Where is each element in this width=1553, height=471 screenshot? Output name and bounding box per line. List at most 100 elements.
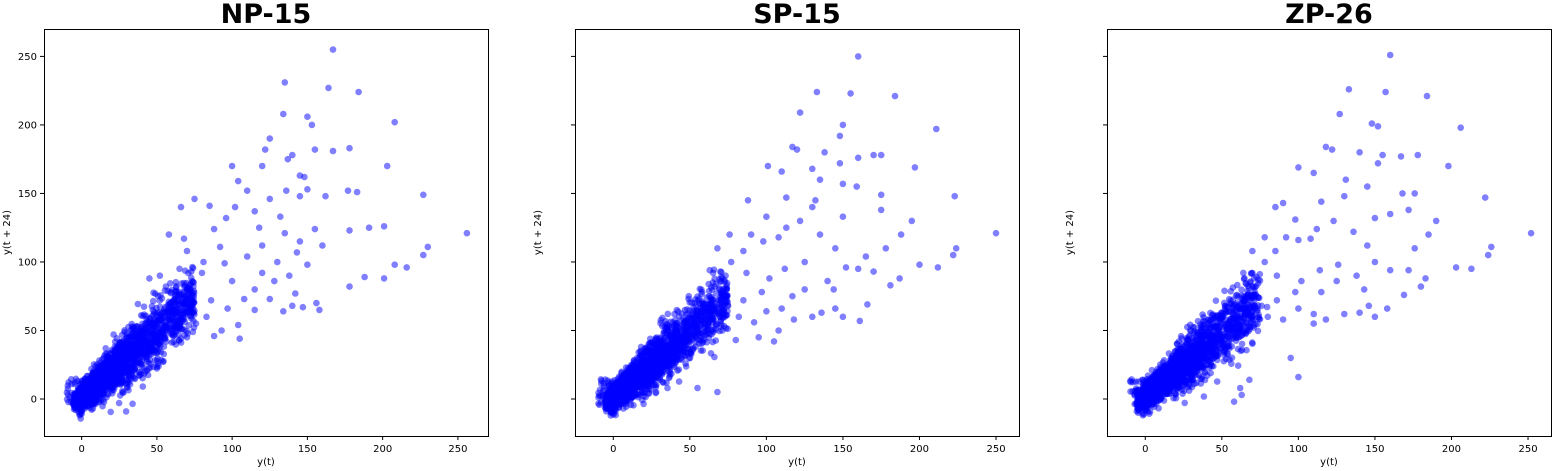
data-point — [672, 321, 679, 329]
data-point — [150, 297, 157, 305]
data-point — [391, 118, 399, 126]
y-tick-label: 0 — [31, 395, 37, 406]
data-point — [654, 336, 662, 343]
data-point — [809, 313, 816, 321]
data-point — [896, 275, 903, 282]
data-point — [670, 363, 678, 371]
data-point — [683, 321, 691, 328]
data-point — [283, 187, 290, 194]
data-point — [611, 406, 619, 414]
data-point — [236, 335, 243, 343]
data-point — [712, 337, 720, 344]
data-point — [696, 316, 704, 324]
data-point — [329, 46, 337, 53]
data-point — [882, 245, 890, 252]
data-point — [155, 330, 162, 338]
data-point — [96, 385, 103, 393]
data-point — [812, 197, 819, 204]
data-point — [344, 187, 352, 194]
data-point — [796, 109, 804, 116]
data-point — [203, 313, 210, 321]
data-point — [706, 266, 713, 274]
data-point — [109, 347, 117, 355]
data-point — [836, 160, 844, 167]
data-point — [190, 292, 198, 300]
data-point — [864, 301, 871, 308]
data-point — [166, 317, 174, 325]
data-point — [141, 368, 149, 375]
x-tick-label: 50 — [151, 444, 164, 455]
data-point — [121, 328, 128, 336]
data-point — [652, 389, 659, 397]
data-point — [824, 277, 831, 285]
data-point — [832, 245, 839, 252]
data-point — [266, 295, 274, 303]
data-point — [703, 294, 711, 301]
data-point — [839, 213, 847, 220]
data-point — [171, 292, 179, 300]
data-point — [842, 264, 850, 271]
data-point — [243, 187, 251, 194]
data-point — [766, 275, 773, 282]
data-point — [286, 272, 293, 280]
data-point — [699, 347, 706, 354]
data-point — [97, 372, 104, 380]
data-point — [763, 308, 770, 315]
data-point — [839, 121, 847, 129]
data-point — [596, 386, 604, 394]
data-point — [361, 273, 368, 281]
subplot-np-15: 0 50 100 150 200 250050100150200250NP-15y(t)y… — [2, 0, 489, 468]
data-point — [346, 283, 353, 290]
data-point — [380, 223, 388, 230]
data-point — [702, 331, 710, 338]
data-point — [796, 217, 804, 225]
data-point — [689, 322, 696, 329]
data-point — [224, 305, 231, 312]
data-point — [92, 377, 100, 384]
data-point — [90, 400, 97, 407]
data-point — [763, 213, 770, 220]
data-point — [714, 388, 721, 396]
data-point — [281, 229, 289, 237]
data-point — [228, 162, 236, 170]
data-point — [185, 307, 192, 315]
data-point — [313, 299, 320, 307]
data-point — [744, 197, 752, 204]
data-point — [127, 363, 134, 371]
data-point — [891, 92, 899, 100]
data-point — [102, 369, 110, 376]
data-point — [296, 238, 304, 245]
data-point — [710, 326, 717, 333]
y-tick-label: 250 — [18, 52, 37, 63]
data-point — [171, 332, 178, 340]
data-point — [70, 395, 77, 403]
data-point — [160, 350, 168, 358]
chart-title: NP-15 — [221, 0, 312, 30]
data-point — [234, 321, 242, 329]
data-point — [854, 53, 862, 60]
data-point — [210, 332, 218, 340]
data-point — [595, 394, 602, 401]
data-point — [870, 268, 877, 275]
data-point — [750, 319, 758, 326]
data-point — [839, 180, 847, 188]
data-point — [189, 299, 197, 307]
data-point — [670, 350, 678, 358]
data-point — [649, 356, 657, 364]
data-point — [403, 264, 411, 271]
data-point — [64, 385, 72, 393]
data-point — [218, 327, 225, 334]
data-point — [712, 305, 719, 312]
data-point — [255, 224, 263, 231]
data-point — [639, 389, 647, 396]
data-point — [682, 363, 690, 370]
data-point — [130, 324, 137, 332]
data-point — [624, 377, 632, 384]
data-point — [140, 342, 148, 350]
data-point — [951, 192, 958, 200]
data-point — [308, 121, 316, 129]
x-tick-label: 250 — [986, 444, 1005, 455]
data-point — [720, 310, 727, 318]
data-point — [94, 391, 101, 399]
